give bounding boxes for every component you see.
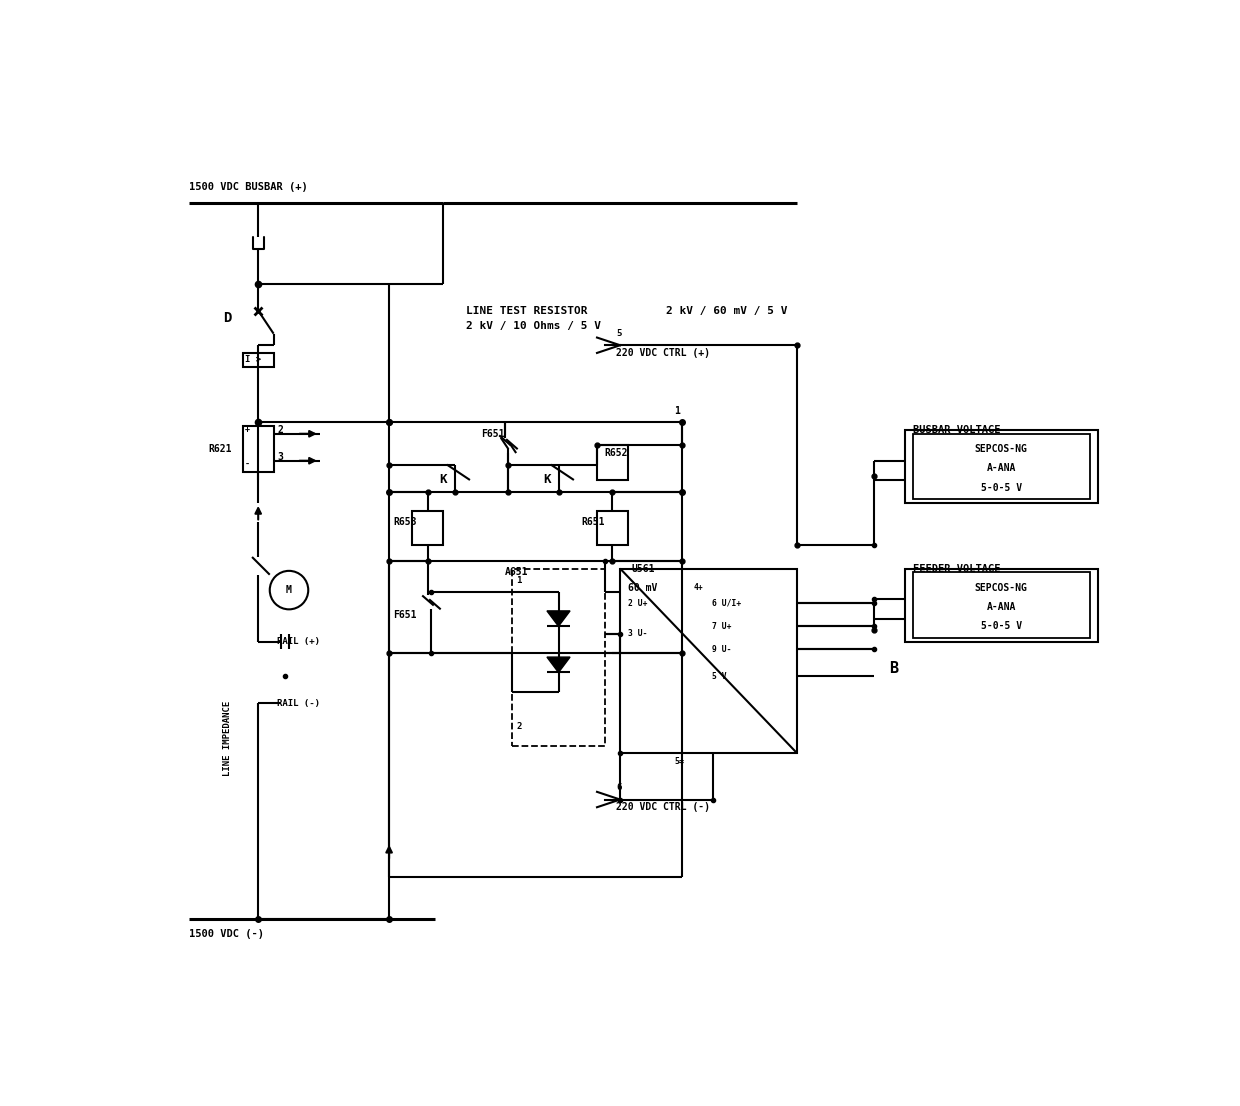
Text: U561: U561 bbox=[631, 564, 655, 574]
Text: 220 VDC CTRL (-): 220 VDC CTRL (-) bbox=[616, 802, 711, 812]
Text: LINE TEST RESISTOR: LINE TEST RESISTOR bbox=[466, 305, 588, 315]
Text: 3 U-: 3 U- bbox=[627, 629, 647, 638]
Bar bbox=[905, 568, 1097, 641]
Bar bbox=[620, 568, 797, 753]
Text: 5: 5 bbox=[616, 330, 621, 338]
Text: 3: 3 bbox=[278, 452, 283, 462]
Text: F651: F651 bbox=[393, 609, 417, 619]
Bar bbox=[905, 430, 1097, 503]
Bar bbox=[596, 446, 627, 480]
Text: 4+: 4+ bbox=[693, 583, 703, 593]
Polygon shape bbox=[547, 657, 570, 672]
Text: 1500 VDC (-): 1500 VDC (-) bbox=[188, 929, 264, 939]
Bar bbox=[596, 511, 627, 545]
Text: 7 U+: 7 U+ bbox=[713, 622, 732, 630]
Text: BUSBAR VOLTAGE: BUSBAR VOLTAGE bbox=[913, 425, 1001, 435]
Text: 9 U-: 9 U- bbox=[713, 645, 732, 654]
Text: 2: 2 bbox=[516, 722, 522, 731]
Text: A-ANA: A-ANA bbox=[987, 602, 1016, 612]
Text: A651: A651 bbox=[505, 567, 528, 577]
Text: 5=: 5= bbox=[675, 757, 684, 765]
Text: 1: 1 bbox=[516, 575, 522, 585]
Text: A-ANA: A-ANA bbox=[987, 463, 1016, 473]
Text: R653: R653 bbox=[393, 518, 417, 528]
Text: I >: I > bbox=[246, 355, 262, 364]
Text: K: K bbox=[543, 473, 551, 487]
Text: F651: F651 bbox=[481, 429, 505, 439]
Text: R652: R652 bbox=[605, 448, 629, 458]
Text: SEPCOS-NG: SEPCOS-NG bbox=[975, 583, 1028, 593]
Text: 5-0-5 V: 5-0-5 V bbox=[981, 482, 1022, 492]
Text: FEEDER VOLTAGE: FEEDER VOLTAGE bbox=[913, 564, 1001, 574]
Polygon shape bbox=[547, 611, 570, 626]
Text: -: - bbox=[244, 460, 249, 469]
Text: 2 kV / 10 Ohms / 5 V: 2 kV / 10 Ohms / 5 V bbox=[466, 321, 601, 331]
Text: 1: 1 bbox=[675, 406, 680, 416]
Bar bbox=[913, 434, 1090, 499]
Text: 60 mV: 60 mV bbox=[627, 583, 657, 593]
Text: R621: R621 bbox=[208, 445, 232, 455]
Text: 2 kV / 60 mV / 5 V: 2 kV / 60 mV / 5 V bbox=[666, 305, 787, 315]
Bar bbox=[913, 573, 1090, 638]
Text: 220 VDC CTRL (+): 220 VDC CTRL (+) bbox=[616, 348, 711, 358]
Bar bbox=[243, 426, 274, 472]
Text: D: D bbox=[223, 311, 232, 325]
Text: 5 V: 5 V bbox=[713, 671, 727, 681]
Text: 6 U/I+: 6 U/I+ bbox=[713, 598, 742, 607]
Bar bbox=[412, 511, 443, 545]
Text: +: + bbox=[244, 426, 249, 435]
Bar bbox=[243, 353, 274, 367]
Text: RAIL (+): RAIL (+) bbox=[278, 637, 320, 646]
Text: 1500 VDC BUSBAR (+): 1500 VDC BUSBAR (+) bbox=[188, 182, 308, 192]
Bar bbox=[512, 568, 605, 745]
Text: 6: 6 bbox=[616, 783, 621, 793]
Text: 2 U+: 2 U+ bbox=[627, 598, 647, 607]
Text: RAIL (-): RAIL (-) bbox=[278, 699, 320, 708]
Text: SEPCOS-NG: SEPCOS-NG bbox=[975, 445, 1028, 455]
Text: LINE IMPEDANCE: LINE IMPEDANCE bbox=[223, 700, 232, 775]
Text: R651: R651 bbox=[582, 518, 605, 528]
Text: 2: 2 bbox=[278, 425, 283, 435]
Text: B: B bbox=[889, 661, 899, 676]
Text: K: K bbox=[439, 473, 446, 487]
Text: 5-0-5 V: 5-0-5 V bbox=[981, 622, 1022, 632]
Text: M: M bbox=[286, 585, 291, 595]
